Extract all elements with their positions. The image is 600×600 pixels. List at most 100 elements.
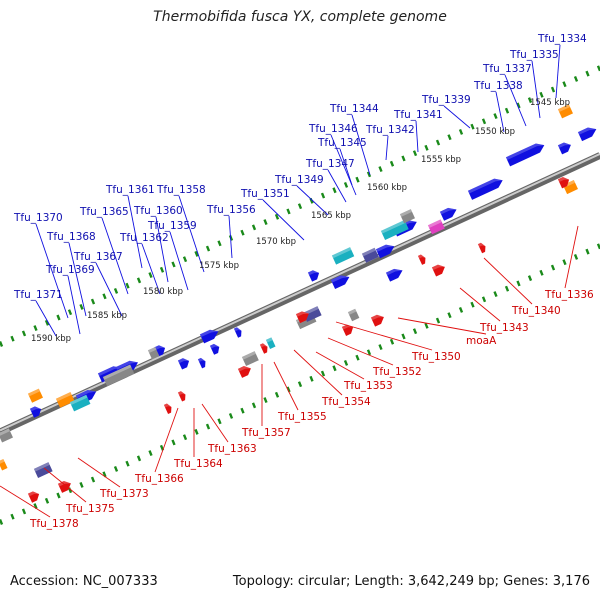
gene-forward xyxy=(307,270,320,282)
tick-mark xyxy=(113,288,119,294)
gene-forward xyxy=(197,357,206,369)
gene-label: Tfu_1360 xyxy=(133,205,183,217)
leader-line xyxy=(293,349,343,396)
tick-mark xyxy=(332,365,337,372)
leader-line xyxy=(67,275,81,335)
tick-mark xyxy=(424,144,429,151)
gene-forward xyxy=(199,329,219,344)
gene-label: Tfu_1339 xyxy=(421,94,471,106)
kbp-label: 1590 kbp xyxy=(31,334,71,344)
accession-text: Accession: NC_007333 xyxy=(10,574,158,589)
tick-mark xyxy=(366,349,372,356)
gene-label: Tfu_1361 xyxy=(105,184,155,196)
leader-line xyxy=(77,457,121,488)
tick-mark xyxy=(79,481,84,488)
tick-mark xyxy=(113,466,119,472)
gene-label: Tfu_1362 xyxy=(119,232,169,244)
gene-label: Tfu_1342 xyxy=(365,124,415,136)
gene-label: Tfu_1336 xyxy=(544,289,594,301)
tick-mark xyxy=(573,253,579,260)
gene-reverse xyxy=(237,366,251,378)
gene-forward xyxy=(399,209,415,224)
leader-line xyxy=(262,199,305,241)
gene-label: Tfu_1353 xyxy=(343,380,393,392)
genome-summary-text: Topology: circular; Length: 3,642,249 bp… xyxy=(232,574,590,589)
tick-mark xyxy=(136,277,142,284)
gene-label: Tfu_1356 xyxy=(206,204,256,216)
gene-reverse xyxy=(295,311,309,324)
gene-forward xyxy=(0,458,8,471)
tick-mark xyxy=(171,439,176,446)
gene-forward xyxy=(55,392,75,408)
gene-reverse xyxy=(557,176,570,189)
gene-label: Tfu_1366 xyxy=(134,473,184,485)
tick-mark xyxy=(435,317,441,324)
label-track: Tfu_1334 Tfu_1335 Tfu_1337 Tfu_1338Tfu_1339… xyxy=(13,33,594,530)
tick-mark xyxy=(240,229,245,236)
genome-backbone xyxy=(0,152,600,436)
kbp-label: 1550 kbp xyxy=(475,127,515,137)
tick-mark xyxy=(0,341,4,347)
leader-line xyxy=(415,120,419,153)
gene-reverse xyxy=(341,324,354,336)
gene-label: Tfu_1373 xyxy=(99,488,149,500)
leader-lines xyxy=(0,44,579,518)
tick-mark xyxy=(527,275,533,282)
tick-mark xyxy=(493,291,498,297)
tick-mark xyxy=(585,70,590,77)
tick-mark xyxy=(148,450,153,457)
tick-mark xyxy=(504,285,510,292)
gene-forward xyxy=(330,275,350,290)
kbp-label: 1560 kbp xyxy=(367,183,407,193)
kbp-label: 1565 kbp xyxy=(311,211,351,221)
tick-mark xyxy=(10,513,15,520)
leader-line xyxy=(0,485,51,518)
leader-line xyxy=(564,225,579,289)
gene-label: Tfu_1354 xyxy=(321,396,371,408)
kbp-label: 1575 kbp xyxy=(199,261,239,271)
tick-mark xyxy=(136,455,142,462)
tick-mark xyxy=(56,492,61,499)
tick-mark xyxy=(297,381,303,388)
gene-forward xyxy=(380,220,409,240)
leader-line xyxy=(169,231,189,291)
gene-label: Tfu_1344 xyxy=(329,103,379,115)
leader-line xyxy=(35,223,69,319)
tick-mark xyxy=(33,503,38,510)
gene-forward xyxy=(505,143,545,167)
tick-mark xyxy=(447,134,452,141)
tick-mark xyxy=(10,335,15,342)
tick-mark xyxy=(125,460,130,467)
tick-mark xyxy=(389,338,395,345)
gene-forward xyxy=(385,268,403,282)
tick-mark xyxy=(493,113,498,119)
leader-line xyxy=(483,257,533,305)
kbp-label: 1545 kbp xyxy=(530,98,570,108)
gene-label: Tfu_1338 xyxy=(473,80,523,92)
gene-label: Tfu_1346 xyxy=(308,123,358,135)
tick-mark xyxy=(539,269,544,276)
gene-label: Tfu_1370 xyxy=(13,212,63,224)
gene-reverse xyxy=(417,254,426,265)
gene-forward xyxy=(177,358,190,370)
leader-line xyxy=(95,262,123,317)
kbp-label: 1555 kbp xyxy=(421,155,461,165)
tick-mark xyxy=(401,155,406,162)
leader-line xyxy=(296,185,329,216)
gene-label: Tfu_1355 xyxy=(277,411,327,423)
leader-line xyxy=(555,44,561,99)
gene-label: Tfu_1371 xyxy=(13,289,63,301)
leader-line xyxy=(141,243,161,295)
gene-label: Tfu_1378 xyxy=(29,518,79,530)
gene-label: Tfu_1365 xyxy=(79,206,129,218)
leader-line xyxy=(397,317,487,335)
gene-forward xyxy=(102,364,135,387)
gene-forward xyxy=(331,247,355,265)
gene-forward xyxy=(33,462,53,478)
gene-label: Tfu_1367 xyxy=(73,251,123,263)
gene-label: moaA xyxy=(466,335,497,347)
tick-mark xyxy=(228,413,234,419)
leader-line xyxy=(315,351,365,380)
tick-mark xyxy=(251,224,257,231)
